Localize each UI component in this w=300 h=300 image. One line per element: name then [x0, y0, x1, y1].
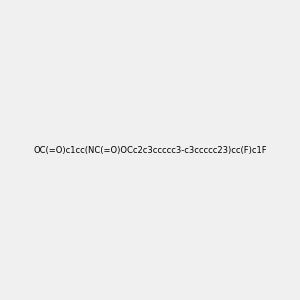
- Text: OC(=O)c1cc(NC(=O)OCc2c3ccccc3-c3ccccc23)cc(F)c1F: OC(=O)c1cc(NC(=O)OCc2c3ccccc3-c3ccccc23)…: [33, 146, 267, 154]
